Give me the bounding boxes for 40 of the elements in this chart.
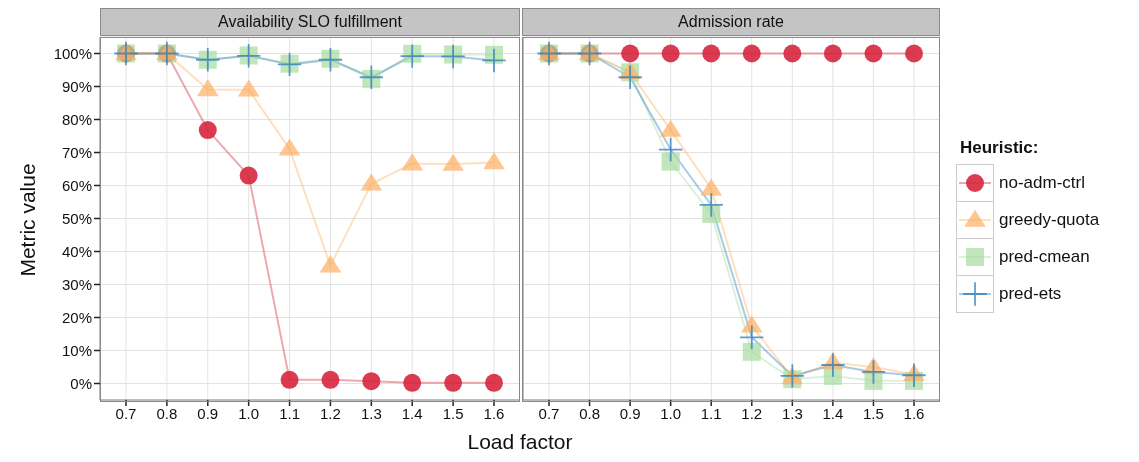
y-tick-label: 30% xyxy=(61,275,92,293)
legend-title: Heuristic: xyxy=(960,138,1040,158)
x-tick-label: 1.5 xyxy=(442,404,464,422)
y-tick-label: 10% xyxy=(61,341,92,359)
chart-title: Admission rate xyxy=(522,8,940,36)
legend-label: greedy-quota xyxy=(999,209,1100,230)
x-tick-label: 1.2 xyxy=(320,404,341,422)
x-tick-label: 0.7 xyxy=(538,404,560,422)
x-tick-label: 1.1 xyxy=(700,404,722,422)
y-tick-label: 40% xyxy=(61,242,92,260)
x-tick-label: 0.8 xyxy=(156,404,178,422)
x-tick-label: 1.4 xyxy=(401,404,423,422)
y-tick-label: 80% xyxy=(61,110,92,128)
x-tick-label: 1.6 xyxy=(903,404,925,422)
x-tick-label: 1.6 xyxy=(483,404,505,422)
y-axis-title: Metric value xyxy=(16,162,40,279)
x-tick-label: 1.3 xyxy=(781,404,803,422)
x-axis-title: Load factor xyxy=(466,430,574,454)
y-tick-label: 60% xyxy=(61,176,92,194)
x-tick-label: 0.7 xyxy=(115,404,137,422)
x-tick-label: 0.9 xyxy=(619,404,641,422)
x-tick-label: 1.0 xyxy=(238,404,260,422)
y-tick-label: 100% xyxy=(53,44,92,62)
y-tick-label: 20% xyxy=(61,308,92,326)
x-tick-label: 0.8 xyxy=(579,404,600,422)
legend-label: pred-cmean xyxy=(999,246,1090,267)
legend-label: no-adm-ctrl xyxy=(999,172,1085,193)
y-tick-label: 0% xyxy=(70,374,92,392)
x-tick-label: 1.2 xyxy=(741,404,763,422)
x-tick-label: 0.9 xyxy=(197,404,219,422)
x-tick-label: 1.1 xyxy=(279,404,300,422)
x-tick-label: 1.3 xyxy=(360,404,382,422)
chart-title: Availability SLO fulfillment xyxy=(100,8,520,36)
x-tick-label: 1.0 xyxy=(660,404,682,422)
x-tick-label: 1.5 xyxy=(863,404,884,422)
y-tick-label: 90% xyxy=(61,77,92,95)
x-tick-label: 1.4 xyxy=(822,404,844,422)
y-tick-label: 70% xyxy=(61,143,92,161)
legend-label: pred-ets xyxy=(999,283,1062,304)
y-tick-label: 50% xyxy=(61,209,92,227)
